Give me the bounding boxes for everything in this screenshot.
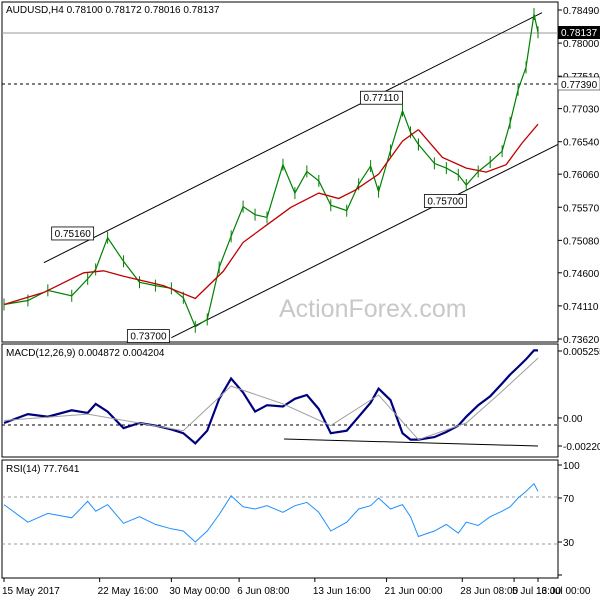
macd-y-tick-label: 0.00 [563, 414, 583, 425]
macd-y-tick-label: 0.005255 [563, 347, 600, 358]
main-series [3, 8, 539, 333]
x-tick-label: 30 May 00:00 [169, 586, 230, 597]
annotation-label: 0.75700 [427, 196, 464, 207]
x-tick-label: 5 Jul 16:00 [512, 586, 561, 597]
main-y-tick-label: 0.78000 [563, 39, 600, 50]
channel-upper-line [43, 12, 543, 264]
annotations: 0.75160 0.73700 0.77110 0.75700 [51, 90, 467, 343]
annotation-label: 0.75160 [55, 229, 92, 240]
moving-average-line [417, 123, 539, 173]
main-y-tick-label: 0.78490 [563, 6, 600, 17]
annotation-label: 0.77110 [364, 93, 400, 104]
macd-signal-line [3, 357, 539, 441]
annotation-box [51, 226, 95, 241]
channel-lines [43, 12, 559, 339]
last-price-box [558, 26, 600, 39]
price-line [3, 108, 419, 328]
level-label-box [557, 76, 600, 91]
main-y-tick-label: 0.73620 [563, 335, 600, 346]
annotation-box [126, 329, 170, 343]
macd-y-axis: 0.005255 0.00 -0.002202 [558, 347, 600, 453]
main-y-tick-label: 0.76060 [563, 170, 600, 181]
x-axis: 15 May 2017 22 May 16:00 30 May 00:00 6 Jun… [2, 578, 591, 597]
main-y-tick-label: 0.75080 [563, 236, 600, 247]
macd-line [3, 349, 538, 445]
macd-trendline [283, 438, 539, 447]
x-tick-label: 28 Jun 08:00 [460, 586, 518, 597]
moving-average-line [3, 129, 419, 306]
rsi-panel: RSI(14) 77.7641 100 70 30 [1, 459, 580, 579]
last-price-label: 0.78137 [561, 28, 598, 39]
rsi-y-tick-label: 70 [563, 494, 575, 505]
main-y-tick-label: 0.77030 [563, 105, 600, 116]
main-panel: ActionForex.com 0.751600.737000.771100.7… [1, 1, 600, 346]
rsi-y-tick-label: 100 [563, 461, 580, 472]
main-y-axis: 0.784900.780000.775100.770300.765400.760… [558, 6, 600, 346]
main-header: AUDUSD,H4 0.78100 0.78172 0.78016 0.7813… [6, 5, 220, 16]
macd-panel-frame [1, 343, 559, 458]
watermark: ActionForex.com [279, 295, 467, 323]
x-tick-label: 22 May 16:00 [98, 586, 159, 597]
main-y-tick-label: 0.76540 [563, 138, 600, 149]
price-line [417, 13, 539, 186]
rsi-y-tick-label: 30 [563, 538, 575, 549]
x-tick-label: 13 Jul 00:00 [536, 586, 591, 597]
rsi-header: RSI(14) 77.7641 [6, 464, 80, 475]
channel-lower-line [171, 143, 559, 339]
main-y-tick-label: 0.75570 [563, 203, 600, 214]
macd-header: MACD(12,26,9) 0.004872 0.004204 [6, 348, 165, 359]
x-tick-label: 13 Jun 16:00 [313, 586, 371, 597]
x-tick-label: 21 Jun 00:00 [385, 586, 443, 597]
macd-series [3, 349, 539, 445]
main-y-tick-label: 0.74110 [563, 302, 599, 313]
rsi-series [3, 482, 539, 543]
rsi-y-axis: 100 70 30 [558, 461, 580, 576]
main-panel-frame [1, 1, 559, 343]
annotation-label: 0.73700 [130, 332, 167, 343]
main-y-tick-label: 0.74600 [563, 269, 600, 280]
macd-panel: MACD(12,26,9) 0.004872 0.004204 0.005255… [1, 343, 600, 458]
level-label: 0.77390 [561, 80, 598, 91]
macd-y-tick-label: -0.002202 [563, 442, 600, 453]
x-tick-label: 6 Jun 08:00 [237, 586, 290, 597]
rsi-line [3, 482, 539, 543]
rsi-panel-frame [1, 459, 559, 579]
x-tick-label: 15 May 2017 [2, 586, 60, 597]
annotation-box [423, 194, 467, 208]
annotation-box [360, 90, 403, 105]
